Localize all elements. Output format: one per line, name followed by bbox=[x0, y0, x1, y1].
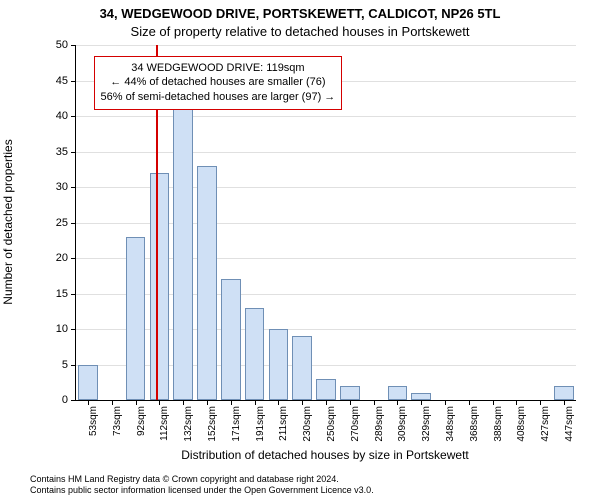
annotation-line1: 34 WEDGEWOOD DRIVE: 119sqm bbox=[101, 61, 336, 76]
xtick-label: 329sqm bbox=[421, 406, 432, 442]
xtick-label: 348sqm bbox=[445, 406, 456, 442]
xtick bbox=[278, 400, 279, 405]
xtick-label: 309sqm bbox=[397, 406, 408, 442]
xtick bbox=[421, 400, 422, 405]
histogram-bar bbox=[292, 336, 312, 400]
annotation-box: 34 WEDGEWOOD DRIVE: 119sqm ← 44% of deta… bbox=[94, 56, 343, 111]
histogram-bar bbox=[221, 279, 241, 400]
xtick bbox=[231, 400, 232, 405]
ytick bbox=[71, 152, 76, 153]
xtick bbox=[136, 400, 137, 405]
title-sub: Size of property relative to detached ho… bbox=[0, 24, 600, 39]
histogram-bar bbox=[126, 237, 146, 400]
xtick bbox=[397, 400, 398, 405]
histogram-bar bbox=[245, 308, 265, 400]
xtick-label: 132sqm bbox=[183, 406, 194, 442]
ytick bbox=[71, 400, 76, 401]
xtick-label: 92sqm bbox=[136, 406, 147, 436]
ytick bbox=[71, 365, 76, 366]
histogram-bar bbox=[78, 365, 98, 401]
chart-container: 34, WEDGEWOOD DRIVE, PORTSKEWETT, CALDIC… bbox=[0, 0, 600, 500]
histogram-bar bbox=[554, 386, 574, 400]
xtick-label: 270sqm bbox=[350, 406, 361, 442]
footnote-line2: Contains public sector information licen… bbox=[30, 485, 590, 496]
histogram-bar bbox=[411, 393, 431, 400]
xtick bbox=[207, 400, 208, 405]
plot-area: 0510152025303540455053sqm73sqm92sqm112sq… bbox=[75, 45, 576, 401]
xtick-label: 112sqm bbox=[159, 406, 170, 441]
xtick bbox=[445, 400, 446, 405]
ytick bbox=[71, 223, 76, 224]
ytick-label: 40 bbox=[56, 110, 68, 122]
histogram-bar bbox=[388, 386, 408, 400]
ytick-label: 35 bbox=[56, 146, 68, 158]
xtick bbox=[88, 400, 89, 405]
xtick-label: 289sqm bbox=[374, 406, 385, 442]
xtick bbox=[112, 400, 113, 405]
xtick-label: 368sqm bbox=[469, 406, 480, 442]
xtick-label: 250sqm bbox=[326, 406, 337, 442]
gridline bbox=[76, 116, 576, 117]
xtick-label: 152sqm bbox=[207, 406, 218, 442]
x-axis-label: Distribution of detached houses by size … bbox=[75, 448, 575, 462]
annotation-line3: 56% of semi-detached houses are larger (… bbox=[101, 90, 336, 105]
xtick bbox=[183, 400, 184, 405]
xtick-label: 171sqm bbox=[231, 406, 242, 442]
xtick bbox=[350, 400, 351, 405]
histogram-bar bbox=[150, 173, 170, 400]
annotation-line2: ← 44% of detached houses are smaller (76… bbox=[101, 75, 336, 90]
histogram-bar bbox=[269, 329, 289, 400]
xtick bbox=[159, 400, 160, 405]
ytick-label: 50 bbox=[56, 39, 68, 51]
footnote-line1: Contains HM Land Registry data © Crown c… bbox=[30, 474, 590, 485]
xtick-label: 53sqm bbox=[88, 406, 99, 436]
histogram-bar bbox=[340, 386, 360, 400]
xtick bbox=[516, 400, 517, 405]
ytick-label: 25 bbox=[56, 217, 68, 229]
ytick bbox=[71, 116, 76, 117]
xtick bbox=[374, 400, 375, 405]
gridline bbox=[76, 45, 576, 46]
ytick bbox=[71, 45, 76, 46]
xtick bbox=[469, 400, 470, 405]
xtick-label: 230sqm bbox=[302, 406, 313, 442]
xtick-label: 427sqm bbox=[540, 406, 551, 442]
xtick-label: 191sqm bbox=[255, 406, 266, 442]
xtick-label: 73sqm bbox=[112, 406, 123, 436]
histogram-bar bbox=[173, 109, 193, 400]
footnote: Contains HM Land Registry data © Crown c… bbox=[30, 474, 590, 497]
y-axis-label: Number of detached properties bbox=[1, 139, 15, 304]
ytick bbox=[71, 294, 76, 295]
gridline bbox=[76, 152, 576, 153]
ytick-label: 45 bbox=[56, 75, 68, 87]
ytick-label: 20 bbox=[56, 252, 68, 264]
ytick bbox=[71, 187, 76, 188]
histogram-bar bbox=[316, 379, 336, 400]
xtick-label: 408sqm bbox=[516, 406, 527, 442]
ytick-label: 30 bbox=[56, 181, 68, 193]
ytick-label: 10 bbox=[56, 323, 68, 335]
xtick bbox=[255, 400, 256, 405]
xtick bbox=[540, 400, 541, 405]
ytick bbox=[71, 258, 76, 259]
ytick-label: 0 bbox=[62, 394, 68, 406]
ytick-label: 5 bbox=[62, 359, 68, 371]
xtick-label: 211sqm bbox=[278, 406, 289, 441]
ytick-label: 15 bbox=[56, 288, 68, 300]
title-main: 34, WEDGEWOOD DRIVE, PORTSKEWETT, CALDIC… bbox=[0, 6, 600, 21]
xtick bbox=[493, 400, 494, 405]
histogram-bar bbox=[197, 166, 217, 400]
xtick-label: 388sqm bbox=[493, 406, 504, 442]
ytick bbox=[71, 329, 76, 330]
xtick bbox=[564, 400, 565, 405]
xtick bbox=[302, 400, 303, 405]
ytick bbox=[71, 81, 76, 82]
xtick bbox=[326, 400, 327, 405]
xtick-label: 447sqm bbox=[564, 406, 575, 442]
